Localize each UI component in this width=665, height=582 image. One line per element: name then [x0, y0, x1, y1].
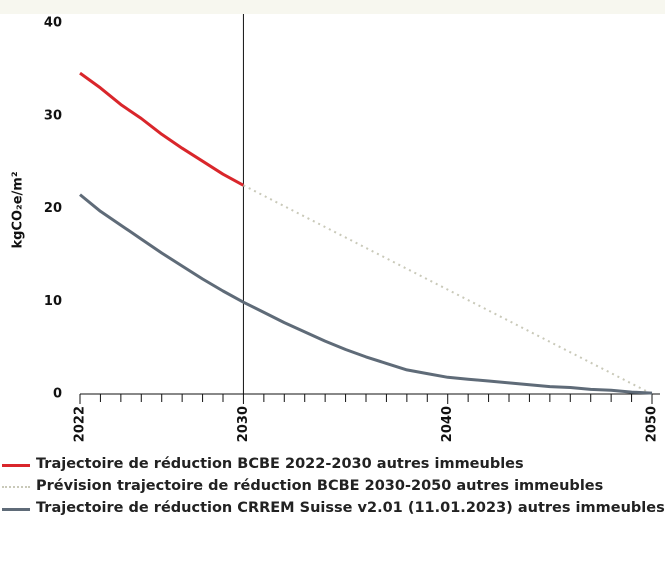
series-line	[79, 193, 653, 395]
x-tick-label: 2040	[440, 406, 455, 442]
legend-swatch	[2, 464, 30, 467]
legend-item: Trajectoire de réduction BCBE 2022-2030 …	[0, 454, 665, 475]
y-tick-label: 10	[44, 294, 62, 309]
legend-label: Trajectoire de réduction CRREM Suisse v2…	[36, 500, 665, 516]
y-tick-label: 0	[53, 387, 62, 402]
series-line	[242, 184, 653, 395]
x-tick-label: 2030	[236, 406, 251, 442]
legend-label: Prévision trajectoire de réduction BCBE …	[36, 478, 604, 494]
x-tick-label: 2022	[73, 406, 88, 442]
top-band	[0, 0, 665, 14]
y-tick-label: 20	[44, 201, 62, 216]
legend-swatch	[2, 508, 30, 511]
legend-item: Trajectoire de réduction CRREM Suisse v2…	[0, 498, 665, 519]
x-tick-label: 2050	[645, 406, 660, 442]
legend-item: Prévision trajectoire de réduction BCBE …	[0, 476, 665, 497]
legend: Trajectoire de réduction BCBE 2022-2030 …	[0, 454, 665, 520]
y-tick-label: 40	[44, 16, 62, 31]
series-line	[79, 71, 245, 187]
legend-swatch	[2, 486, 30, 488]
legend-label: Trajectoire de réduction BCBE 2022-2030 …	[36, 456, 524, 472]
y-tick-label: 30	[44, 108, 62, 123]
y-axis-label: kgCO₂e/m²	[11, 171, 26, 248]
